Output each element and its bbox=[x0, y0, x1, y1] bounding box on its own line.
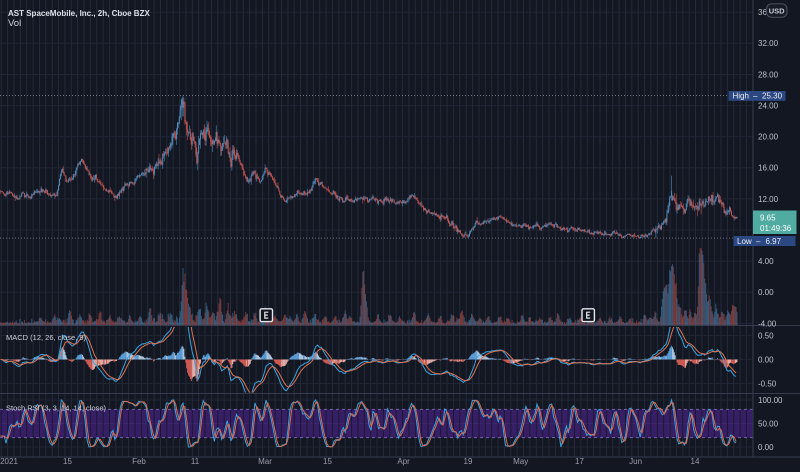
svg-text:20.00: 20.00 bbox=[758, 133, 779, 142]
svg-text:-0.50: -0.50 bbox=[758, 379, 777, 388]
svg-text:‒: ‒ bbox=[753, 92, 758, 101]
svg-text:Vol: Vol bbox=[8, 18, 21, 29]
svg-text:Jun: Jun bbox=[629, 457, 642, 466]
svg-text:MACD (12, 26, close, 9): MACD (12, 26, close, 9) bbox=[6, 333, 87, 342]
svg-text:Feb: Feb bbox=[132, 457, 146, 466]
svg-text:High: High bbox=[733, 92, 749, 101]
svg-text:32.00: 32.00 bbox=[758, 39, 779, 48]
svg-text:6.97: 6.97 bbox=[766, 237, 782, 246]
svg-text:Low: Low bbox=[737, 237, 752, 246]
svg-text:28.00: 28.00 bbox=[758, 70, 779, 79]
svg-text:Apr: Apr bbox=[397, 457, 410, 466]
svg-text:0.00: 0.00 bbox=[758, 288, 774, 297]
svg-text:100.00: 100.00 bbox=[758, 396, 783, 405]
svg-text:16.00: 16.00 bbox=[758, 164, 779, 173]
svg-text:May: May bbox=[513, 457, 528, 466]
svg-text:01:49:36: 01:49:36 bbox=[760, 224, 792, 233]
svg-text:15: 15 bbox=[323, 457, 332, 466]
svg-text:Mar: Mar bbox=[258, 457, 272, 466]
svg-text:25.30: 25.30 bbox=[762, 92, 783, 101]
svg-text:9.65: 9.65 bbox=[760, 213, 776, 222]
svg-text:14: 14 bbox=[691, 457, 700, 466]
svg-text:19: 19 bbox=[464, 457, 473, 466]
svg-text:AST SpaceMobile, Inc., 2h, Cbo: AST SpaceMobile, Inc., 2h, Cboe BZX bbox=[8, 9, 150, 18]
svg-text:0.00: 0.00 bbox=[758, 443, 774, 452]
svg-text:11: 11 bbox=[191, 457, 200, 466]
svg-text:15: 15 bbox=[63, 457, 72, 466]
svg-text:50.00: 50.00 bbox=[758, 419, 779, 428]
svg-text:0.00: 0.00 bbox=[758, 355, 774, 364]
svg-text:4.00: 4.00 bbox=[758, 257, 774, 266]
svg-text:‒: ‒ bbox=[756, 237, 761, 246]
svg-text:12.00: 12.00 bbox=[758, 195, 779, 204]
svg-text:0.50: 0.50 bbox=[758, 331, 774, 340]
svg-text:USD: USD bbox=[769, 7, 785, 16]
svg-text:-4.00: -4.00 bbox=[758, 319, 777, 328]
svg-text:Stoch RSI (3, 3, 14, 14, close: Stoch RSI (3, 3, 14, 14, close) bbox=[6, 404, 107, 413]
svg-text:24.00: 24.00 bbox=[758, 102, 779, 111]
svg-text:17: 17 bbox=[575, 457, 584, 466]
svg-text:2021: 2021 bbox=[0, 457, 18, 466]
